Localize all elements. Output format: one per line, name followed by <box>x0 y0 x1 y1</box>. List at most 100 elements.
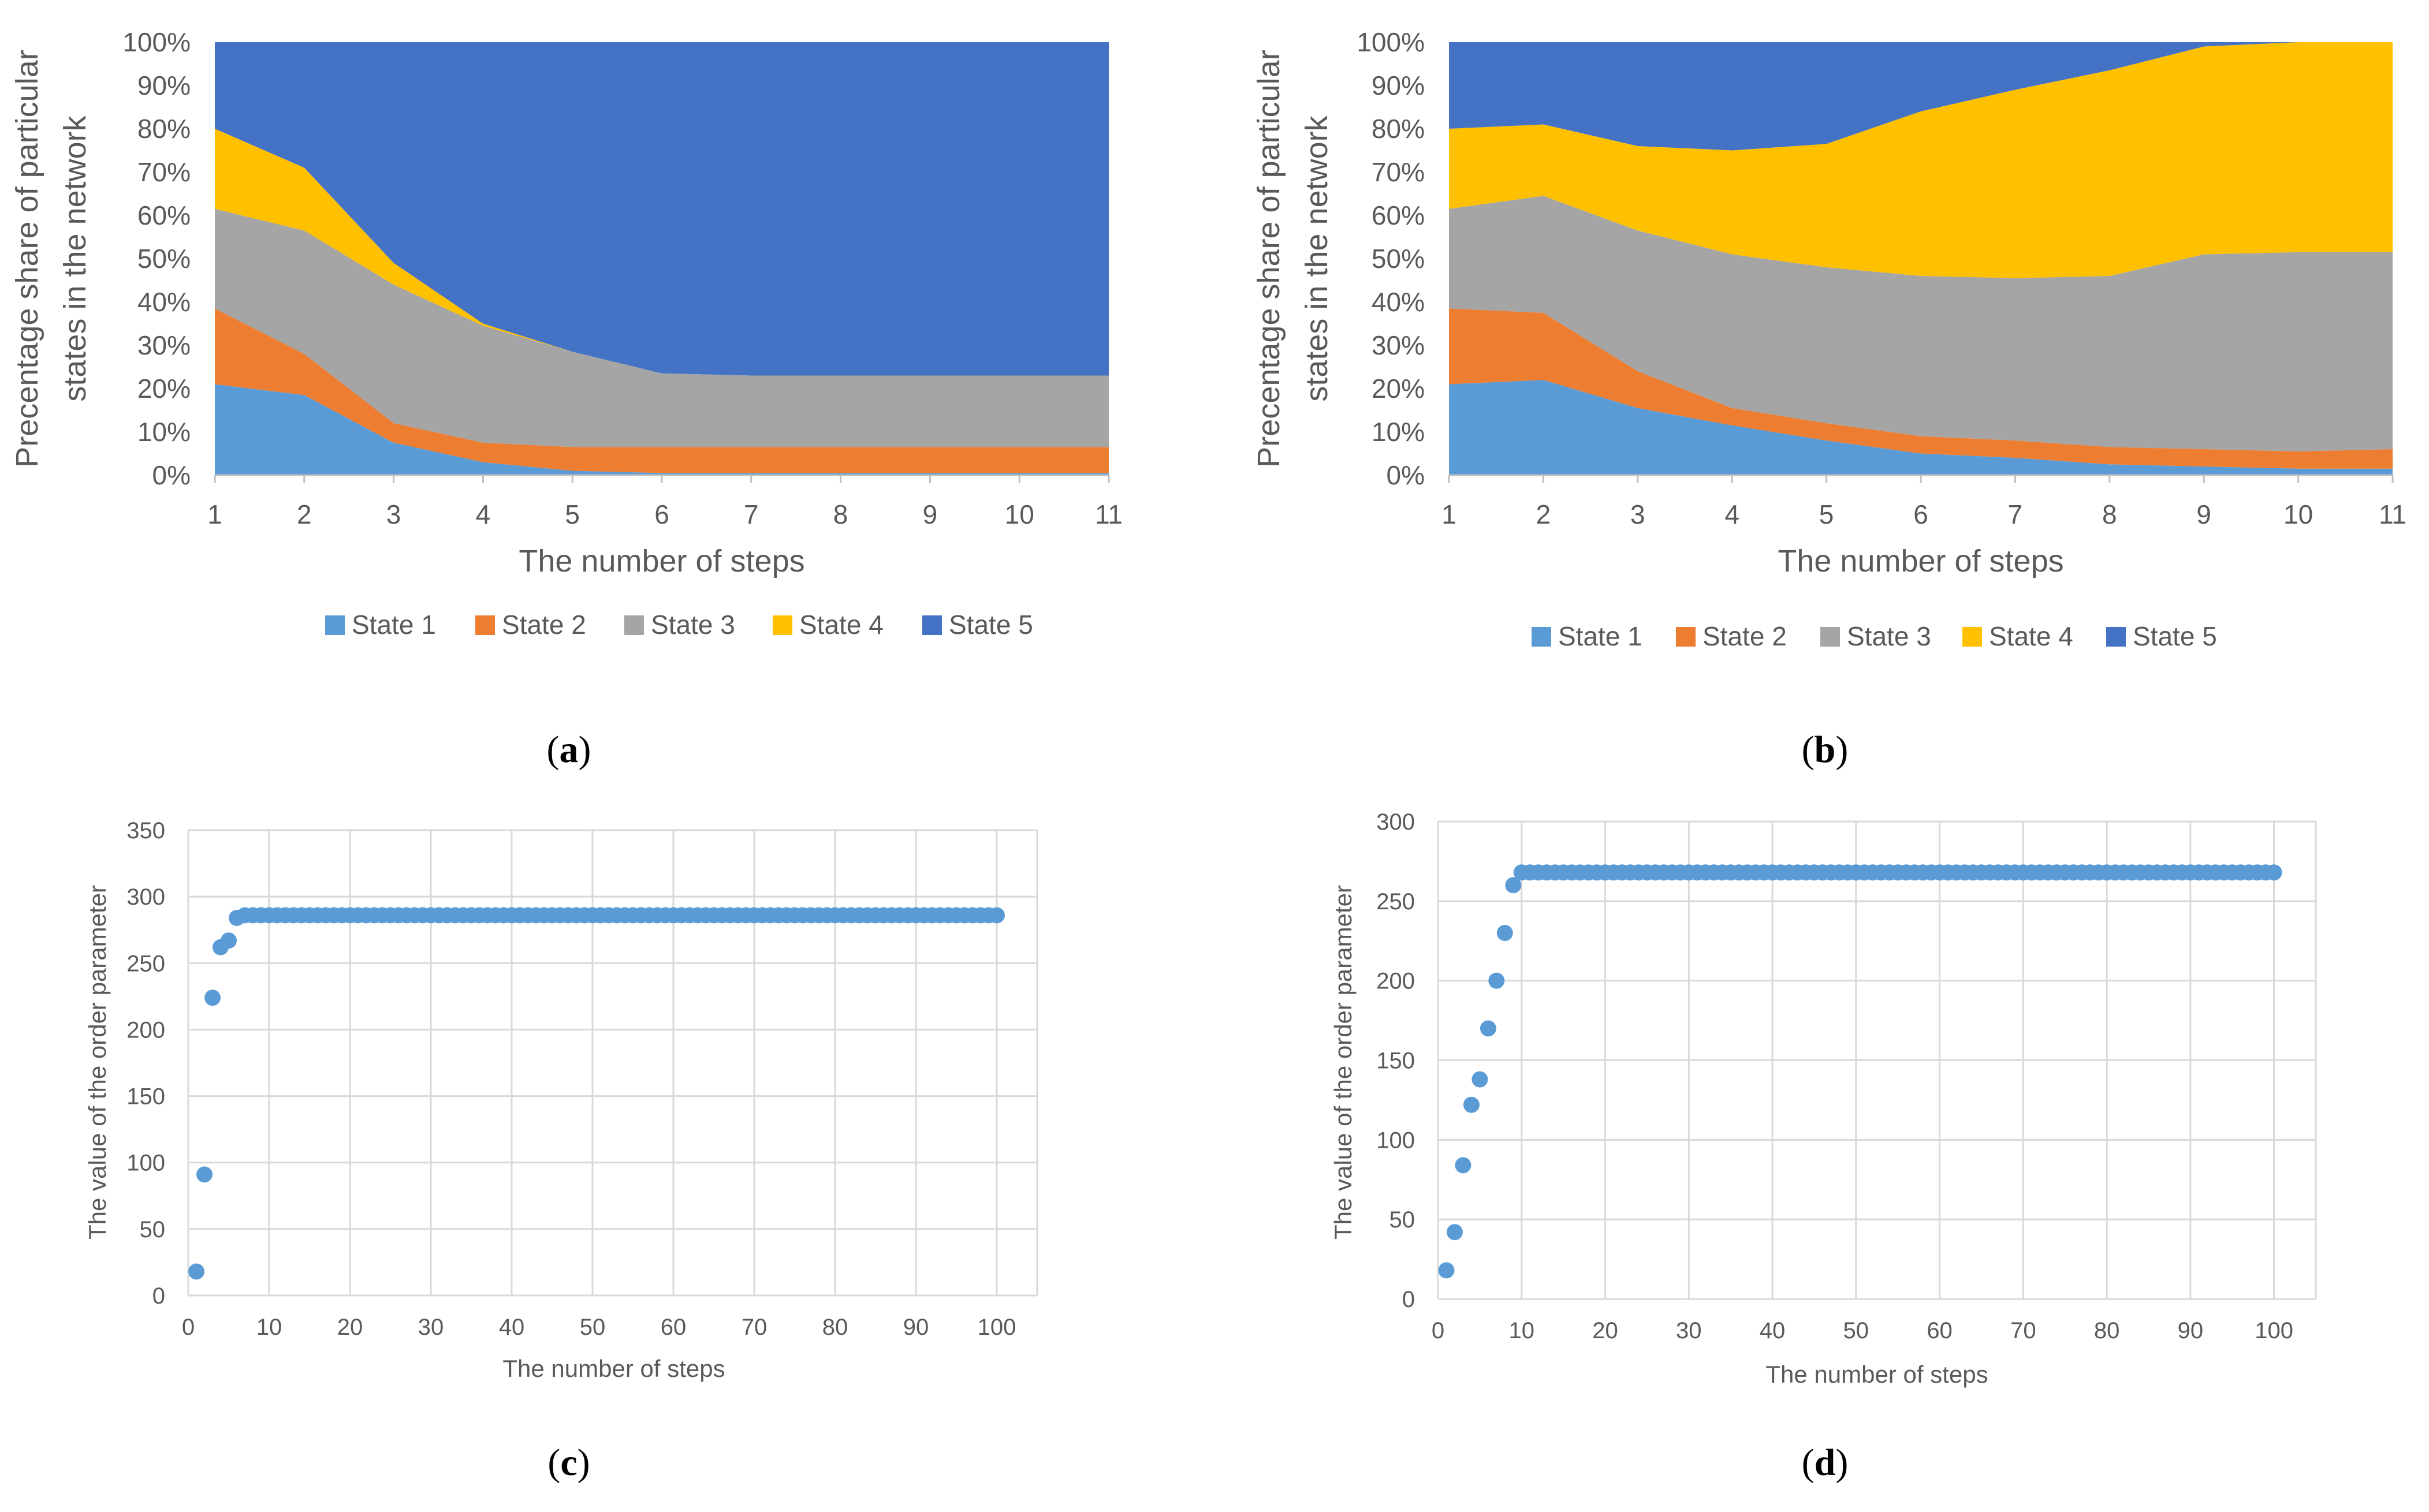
x-tick-label: 40 <box>1760 1318 1786 1343</box>
legend-label: State 2 <box>1702 621 1787 651</box>
y-tick-label: 80% <box>1372 114 1425 144</box>
legend-label: State 1 <box>352 610 436 640</box>
area-chart-a: 0% 10% 20% 30% 40% 50% 60% 70% 80% 90% 100% 1 2 3 4 5 6 7… <box>10 27 1123 771</box>
y-tick-label: 100% <box>122 27 191 57</box>
legend-swatch-state-1 <box>1532 627 1551 647</box>
y-axis-title: The value of the order parameter <box>84 885 111 1240</box>
x-tick-label: 10 <box>2283 499 2313 529</box>
x-axis-title: The number of steps <box>1765 1361 1988 1388</box>
y-tick-label: 30% <box>137 330 191 360</box>
y-tick-label: 200 <box>1376 969 1415 994</box>
data-point <box>1480 1020 1496 1036</box>
y-tick-label: 20% <box>137 374 191 404</box>
data-point <box>1488 973 1504 989</box>
y-tick-label: 200 <box>126 1017 165 1043</box>
data-point <box>1497 925 1513 941</box>
legend-label: State 4 <box>1989 621 2073 651</box>
data-point <box>1447 1224 1463 1240</box>
legend-label: State 5 <box>2133 621 2217 651</box>
y-tick-label: 0 <box>152 1283 165 1309</box>
y-axis-title-line1: Precentage share of particular <box>10 50 44 467</box>
x-tick-label: 100 <box>2255 1318 2293 1343</box>
x-tick-label: 9 <box>923 499 938 529</box>
x-tick-label: 2 <box>297 499 312 529</box>
panel-label-open: ( <box>1802 729 1815 771</box>
x-tick-label: 9 <box>2196 499 2211 529</box>
legend-label: State 3 <box>651 610 735 640</box>
x-tick-label: 20 <box>1592 1318 1618 1343</box>
y-tick-label: 300 <box>1376 809 1415 835</box>
x-tick-label: 10 <box>1005 499 1034 529</box>
data-point <box>1439 1262 1455 1278</box>
x-tick-label: 1 <box>1441 499 1456 529</box>
x-tick-label: 6 <box>1913 499 1928 529</box>
figure-canvas: 0%10%20%30%40%50%60%70%80%90%100%1 2 3 4 5 6 7… <box>0 0 2429 1512</box>
panel-label: (b) <box>1802 729 1849 771</box>
x-tick-label: 3 <box>386 499 401 529</box>
panel-label-open: ( <box>547 1442 560 1484</box>
legend-swatch-state-5 <box>2106 627 2126 647</box>
y-tick-label: 100 <box>1376 1128 1415 1153</box>
y-tick-label: 50% <box>1372 244 1425 274</box>
x-tick-label: 10 <box>256 1315 282 1340</box>
y-tick-label: 60% <box>137 200 191 230</box>
x-axis-title: The number of steps <box>1778 544 2063 578</box>
y-tick-label: 0 <box>1402 1287 1415 1312</box>
legend-label: State 4 <box>799 610 884 640</box>
x-tick-label: 30 <box>418 1315 444 1340</box>
scatter-chart-d: 0501001502002503000 10 20 30 40 50 60 70 80 90 100… <box>1329 809 2316 1484</box>
legend-label: State 1 <box>1558 621 1642 651</box>
x-tick-label: 2 <box>1536 499 1551 529</box>
y-tick-label: 0% <box>1387 460 1425 490</box>
x-tick-label: 50 <box>1843 1318 1869 1343</box>
y-tick-label: 40% <box>1372 287 1425 317</box>
legend-swatch-state-5 <box>922 615 942 635</box>
panel-label-open: ( <box>1802 1442 1815 1484</box>
x-tick-label: 8 <box>833 499 848 529</box>
y-axis-title-line2: states in the network <box>1299 115 1334 401</box>
area-chart-b: 0% 10% 20% 30% 40% 50% 60% 70% 80% 90% 100% 1 2 3 4 5 6 7… <box>1251 27 2406 771</box>
y-tick-label: 300 <box>126 884 165 910</box>
y-tick-label: 100 <box>126 1151 165 1176</box>
x-tick-label: 70 <box>2010 1318 2036 1343</box>
legend-label: State 2 <box>502 610 586 640</box>
y-axis-title-line2: states in the network <box>58 115 92 401</box>
y-tick-label: 60% <box>1372 200 1425 230</box>
data-point <box>188 1264 204 1280</box>
x-tick-label: 80 <box>822 1315 848 1340</box>
y-tick-label: 0% <box>152 460 191 490</box>
x-tick-label: 11 <box>2379 499 2406 529</box>
y-tick-label: 250 <box>1376 889 1415 914</box>
y-tick-label: 50% <box>137 244 191 274</box>
legend-swatch-state-4 <box>1962 627 1982 647</box>
y-tick-label: 10% <box>1372 417 1425 447</box>
x-axis-title: The number of steps <box>519 544 804 578</box>
panel-label: (a) <box>547 729 591 771</box>
data-point <box>2266 864 2282 880</box>
y-tick-label: 250 <box>126 951 165 976</box>
panel-label-letter: a <box>560 729 579 771</box>
y-tick-label: 80% <box>137 114 191 144</box>
panel-label-letter: b <box>1815 729 1836 771</box>
x-tick-label: 70 <box>742 1315 768 1340</box>
panel-label-close: ) <box>578 1442 590 1484</box>
x-tick-label: 60 <box>1927 1318 1953 1343</box>
y-tick-label: 40% <box>137 287 191 317</box>
data-point <box>989 907 1005 923</box>
data-point <box>1455 1157 1471 1173</box>
legend-label: State 5 <box>949 610 1033 640</box>
y-tick-label: 70% <box>1372 157 1425 187</box>
legend-swatch-state-1 <box>325 615 345 635</box>
y-tick-label: 30% <box>1372 330 1425 360</box>
data-point <box>1471 1072 1488 1088</box>
x-tick-label: 7 <box>744 499 759 529</box>
y-tick-label: 50 <box>1389 1207 1415 1233</box>
x-tick-label: 7 <box>2008 499 2023 529</box>
x-tick-label: 90 <box>2178 1318 2204 1343</box>
panel-label-open: ( <box>547 729 560 771</box>
x-tick-label: 40 <box>499 1315 525 1340</box>
x-tick-label: 4 <box>1724 499 1739 529</box>
y-tick-label: 20% <box>1372 374 1425 404</box>
y-tick-label: 150 <box>1376 1048 1415 1074</box>
x-tick-label: 3 <box>1630 499 1645 529</box>
